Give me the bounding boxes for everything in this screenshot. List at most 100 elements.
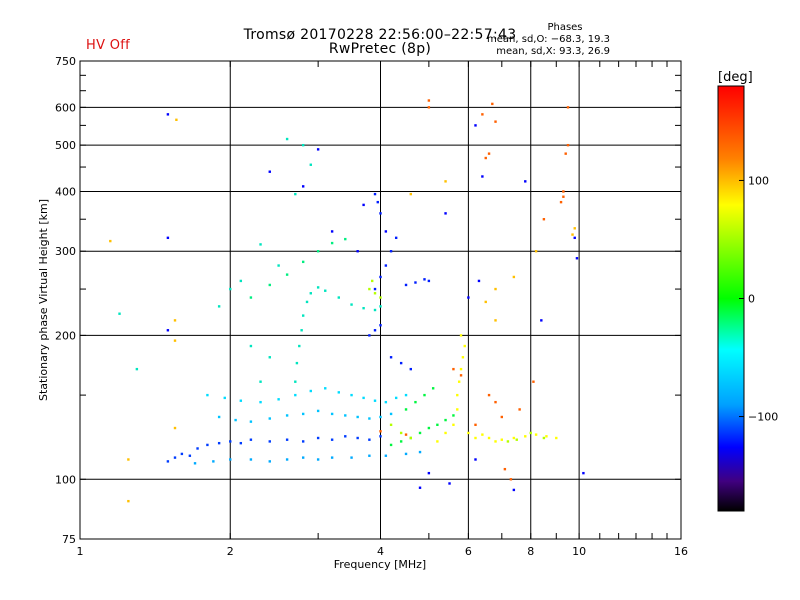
data-point [368,454,371,457]
data-point [500,438,504,441]
data-point [350,303,353,306]
data-point [474,423,477,427]
data-point [503,467,507,471]
data-point [301,260,305,264]
data-point [444,418,447,422]
data-point [404,433,408,436]
data-point [384,264,388,267]
data-point [506,440,510,443]
data-point [379,415,382,419]
data-point [373,329,377,332]
data-point [427,99,431,102]
data-point [394,396,398,400]
data-point [300,329,303,332]
data-point [461,356,465,359]
phase-stats-x: mean, sd,X: 93.3, 26.9 [496,46,610,57]
data-point [217,441,221,445]
data-point [223,396,226,400]
data-point [118,312,121,315]
data-point [173,319,177,322]
data-point [474,458,477,461]
data-point [524,435,527,438]
data-point [285,273,289,276]
data-point [173,339,177,342]
data-point [316,436,320,440]
data-point [444,180,447,183]
data-point [344,237,347,241]
phase-stats-panel: Phases mean, sd,O: −68.3, 19.3 mean, sd,… [410,22,610,58]
data-point [301,314,305,317]
data-point [330,230,334,233]
data-point [309,292,312,295]
data-point [467,296,470,299]
data-point [268,417,271,420]
data-point [409,192,412,196]
data-point [217,415,221,419]
data-point [566,143,570,147]
data-point [457,380,461,383]
data-point [127,499,130,503]
data-point [249,458,253,461]
chart-title-line2: RwPretec (8p) [328,41,432,57]
data-point [285,414,289,417]
data-point [324,387,327,390]
data-point [166,113,170,116]
data-point [337,391,341,394]
data-point [196,447,199,450]
data-point [173,456,177,459]
data-point [330,412,334,416]
y-tick-label: 750 [55,55,76,68]
data-point [285,137,289,141]
y-tick-label: 300 [55,245,76,258]
data-point [229,458,232,461]
data-point [540,319,543,322]
data-point [389,250,393,253]
y-tick-label: 200 [55,329,76,342]
data-point [368,334,371,337]
data-point [418,486,422,489]
phase-stats-o: mean, sd,O: −68.3, 19.3 [487,34,610,45]
x-tick-label: 6 [465,545,472,558]
y-tick-label: 600 [55,101,76,114]
data-point [500,415,504,419]
data-point [467,431,470,435]
data-point [427,279,431,283]
data-point [487,436,491,440]
data-point [484,156,487,160]
data-point [294,380,297,383]
x-tick-label: 10 [572,545,586,558]
data-point [409,367,412,371]
data-point [193,462,197,465]
data-point [414,281,417,284]
data-point [344,414,347,417]
data-point [414,400,417,404]
data-point [127,458,130,461]
data-point [229,440,232,443]
chart-title-line1: Tromsø 20170228 22:56:00–22:57:43 [243,27,517,43]
data-point [389,423,393,427]
data-point [309,389,312,393]
data-point [404,283,408,287]
data-point [512,275,516,279]
data-point [239,399,243,402]
data-point [481,113,484,116]
data-point [239,279,243,283]
data-point [229,287,232,291]
data-point [362,396,365,400]
data-point [474,124,477,127]
data-point [268,170,271,173]
data-point [249,420,253,423]
y-tick-label: 500 [55,139,76,152]
data-point [459,334,463,337]
data-point [515,438,518,441]
data-point [277,264,280,267]
data-point [206,443,209,447]
data-point [234,418,237,422]
data-point [399,431,403,435]
data-point [350,393,353,397]
data-point [384,400,388,404]
data-point [494,120,497,123]
phase-stats-title: Phases [547,22,583,33]
data-point [463,344,466,348]
y-tick-label: 400 [55,185,76,198]
